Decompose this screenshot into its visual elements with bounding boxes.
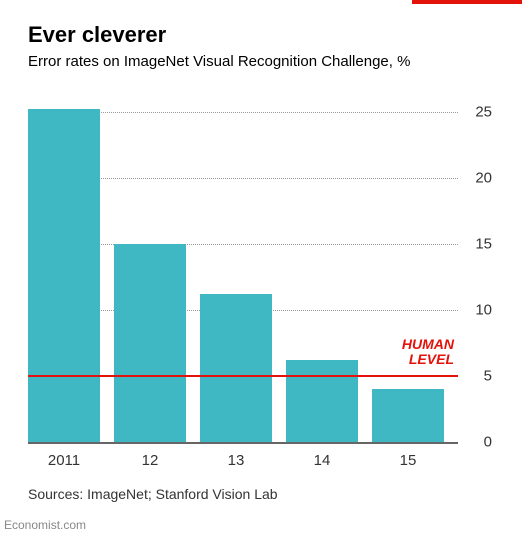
bar xyxy=(286,360,358,442)
bar xyxy=(200,294,272,442)
chart-container: Ever cleverer Error rates on ImageNet Vi… xyxy=(0,0,522,538)
human-level-line xyxy=(28,375,458,377)
human-level-label: HUMANLEVEL xyxy=(402,337,454,368)
x-tick-label: 14 xyxy=(314,452,331,469)
bar xyxy=(372,389,444,442)
x-tick-label: 12 xyxy=(142,452,159,469)
x-tick-label: 15 xyxy=(400,452,417,469)
bar xyxy=(114,244,186,442)
x-tick-label: 13 xyxy=(228,452,245,469)
top-accent-bar xyxy=(412,0,522,4)
y-tick-label: 10 xyxy=(475,302,492,319)
y-tick-label: 25 xyxy=(475,104,492,121)
sources-text: Sources: ImageNet; Stanford Vision Lab xyxy=(28,486,278,502)
y-tick-label: 0 xyxy=(484,434,492,451)
x-tick-label: 2011 xyxy=(48,452,80,469)
plot-area: 0510152025201112131415HUMANLEVEL xyxy=(28,112,492,442)
bar xyxy=(28,109,100,442)
zero-line xyxy=(28,442,458,444)
y-tick-label: 20 xyxy=(475,170,492,187)
y-tick-label: 15 xyxy=(475,236,492,253)
credit-text: Economist.com xyxy=(4,518,86,532)
chart-subtitle: Error rates on ImageNet Visual Recogniti… xyxy=(28,52,410,72)
y-tick-label: 5 xyxy=(484,368,492,385)
chart-title: Ever cleverer xyxy=(28,22,166,48)
